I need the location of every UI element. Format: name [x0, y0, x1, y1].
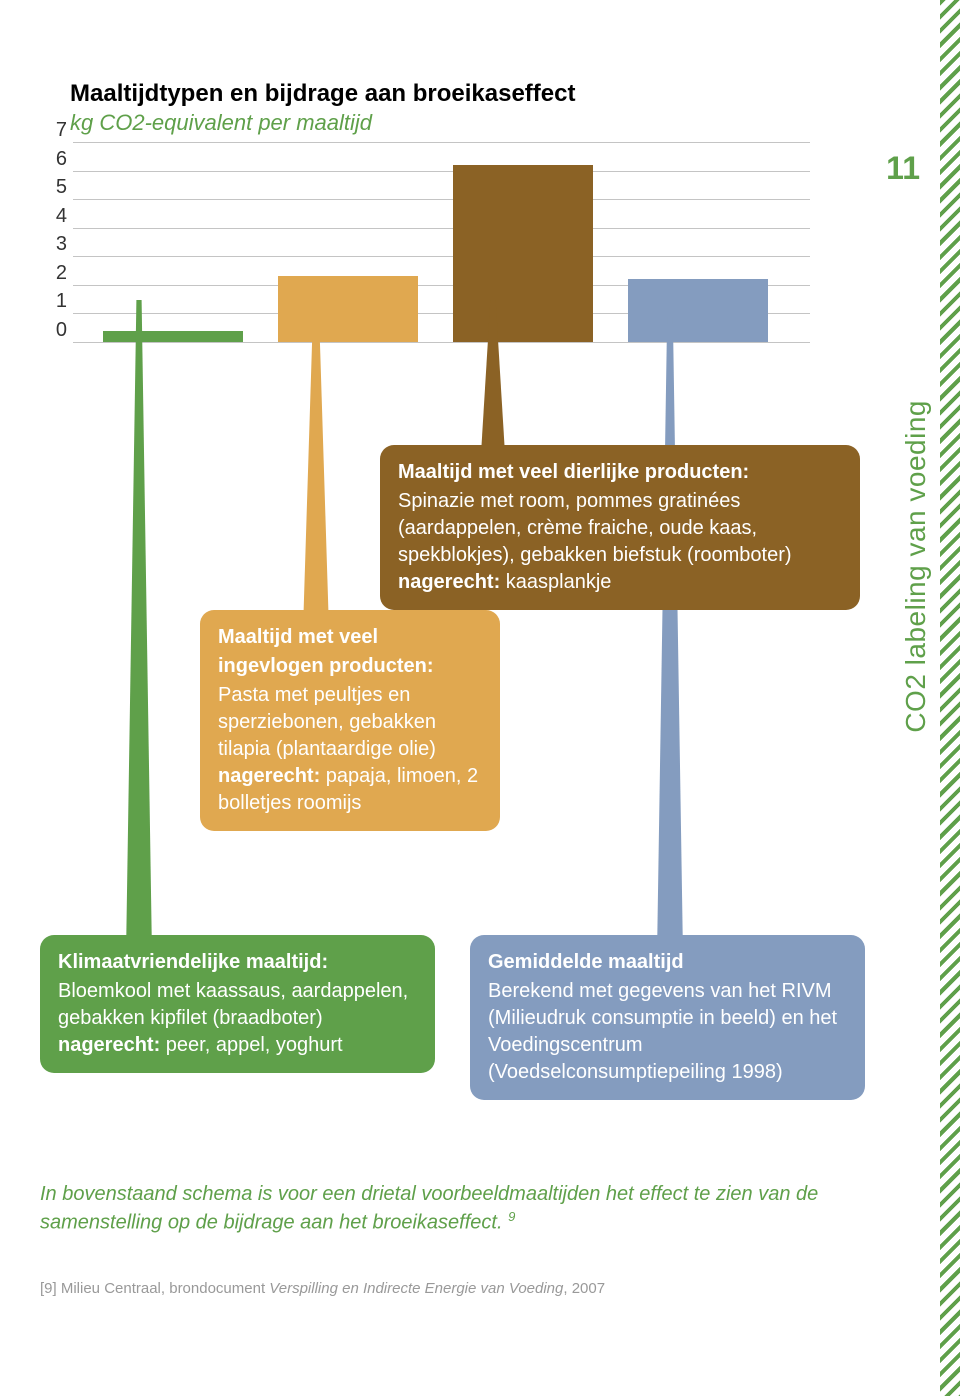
bar-chart: 01234567: [45, 142, 810, 342]
callout-brown-label: nagerecht:: [398, 571, 500, 593]
footnote-italic: Verspilling en Indirecte Energie van Voe…: [269, 1280, 563, 1297]
gridline: [73, 342, 810, 343]
y-tick-label: 1: [56, 291, 67, 311]
chart-title: Maaltijdtypen en bijdrage aan broeikasef…: [70, 80, 810, 108]
bar-blue: [628, 279, 768, 342]
footnote-suffix: , 2007: [563, 1280, 605, 1297]
hatched-strip: [940, 0, 960, 1396]
callout-green-body: Bloemkool met kaassaus, aardappelen, geb…: [58, 980, 408, 1029]
chart-subtitle: kg CO2-equivalent per maaltijd: [70, 110, 810, 136]
chart-area: Maaltijdtypen en bijdrage aan broeikasef…: [40, 80, 810, 342]
y-tick-label: 6: [56, 149, 67, 169]
callout-orange-title1: Maaltijd met veel: [218, 624, 482, 651]
y-axis-labels: 01234567: [45, 130, 67, 354]
callout-orange: Maaltijd met veel ingevlogen producten: …: [200, 610, 500, 831]
callout-brown-title: Maaltijd met veel dierlijke producten:: [398, 459, 842, 486]
callout-blue: Gemiddelde maaltijd Berekend met gegeven…: [470, 935, 865, 1100]
callout-orange-body: Pasta met peultjes en sperziebonen, geba…: [218, 684, 436, 760]
callout-blue-body: Berekend met gegevens van het RIVM (Mili…: [488, 980, 837, 1083]
bar-green: [103, 331, 243, 342]
y-tick-label: 2: [56, 263, 67, 283]
y-tick-label: 0: [56, 320, 67, 340]
callout-blue-title: Gemiddelde maaltijd: [488, 949, 847, 976]
y-tick-label: 3: [56, 234, 67, 254]
figure-caption: In bovenstaand schema is voor een drieta…: [40, 1180, 870, 1237]
bars-container: [73, 142, 810, 342]
pointer-blue: [657, 300, 683, 955]
pointer-green: [126, 300, 152, 955]
callout-green-rest: peer, appel, yoghurt: [160, 1034, 342, 1056]
footnote-prefix: [9] Milieu Centraal, brondocument: [40, 1280, 269, 1297]
bar-orange: [278, 276, 418, 342]
callout-brown-body: Spinazie met room, pommes gratinées (aar…: [398, 490, 792, 566]
caption-text: In bovenstaand schema is voor een drieta…: [40, 1183, 818, 1234]
callout-green-title: Klimaatvriendelijke maaltijd:: [58, 949, 417, 976]
pointer-orange: [303, 300, 329, 630]
y-tick-label: 4: [56, 206, 67, 226]
callout-green: Klimaatvriendelijke maaltijd: Bloemkool …: [40, 935, 435, 1073]
callout-brown: Maaltijd met veel dierlijke producten: S…: [380, 445, 860, 610]
y-tick-label: 5: [56, 177, 67, 197]
callout-green-label: nagerecht:: [58, 1034, 160, 1056]
footnote: [9] Milieu Centraal, brondocument Verspi…: [40, 1280, 870, 1297]
caption-sup: 9: [508, 1209, 515, 1224]
y-tick-label: 7: [56, 120, 67, 140]
callout-orange-label: nagerecht:: [218, 765, 320, 787]
page-number: 11: [886, 150, 920, 187]
callout-brown-rest: kaasplankje: [500, 571, 611, 593]
callout-orange-title2: ingevlogen producten:: [218, 653, 482, 680]
section-label: CO2 labeling van voeding: [900, 400, 932, 733]
bar-brown: [453, 165, 593, 342]
